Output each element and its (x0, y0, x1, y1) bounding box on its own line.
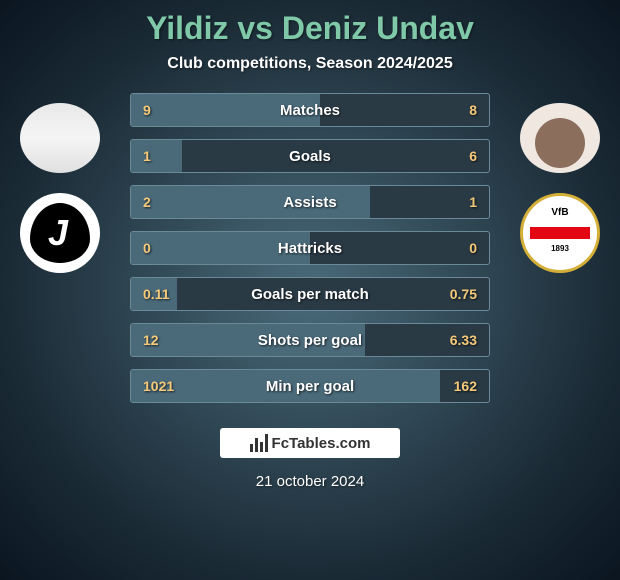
date-text: 21 october 2024 (0, 473, 620, 490)
stat-label: Assists (283, 194, 336, 211)
stat-value-right: 1 (469, 194, 477, 210)
face-placeholder-icon (535, 118, 585, 168)
stat-row: 2 Assists 1 (130, 185, 490, 219)
stat-value-right: 6 (469, 148, 477, 164)
stat-value-left: 0.11 (143, 286, 169, 302)
vfb-text-icon: VfB (530, 207, 590, 218)
vfb-year-icon: 1893 (530, 244, 590, 253)
fctables-logo[interactable]: FcTables.com (220, 428, 400, 458)
stat-value-left: 1 (143, 148, 151, 164)
stat-row: 0.11 Goals per match 0.75 (130, 277, 490, 311)
vfb-band-icon (530, 227, 590, 239)
player-right-photo (520, 103, 600, 173)
stat-value-right: 0.75 (450, 286, 477, 302)
club-left-badge: J (20, 193, 100, 273)
stat-value-left: 12 (143, 332, 159, 348)
stat-label: Goals per match (251, 286, 369, 303)
juventus-logo: J (30, 203, 90, 263)
stat-value-left: 9 (143, 102, 151, 118)
player-left-photo (20, 103, 100, 173)
stat-value-left: 2 (143, 194, 151, 210)
logo-text: FcTables.com (272, 435, 371, 452)
stat-label: Shots per goal (258, 332, 362, 349)
stat-row: 1 Goals 6 (130, 139, 490, 173)
stat-label: Min per goal (266, 378, 354, 395)
stat-value-right: 6.33 (450, 332, 477, 348)
stat-value-left: 1021 (143, 378, 174, 394)
chart-icon (250, 434, 268, 452)
vfb-logo: VfB 1893 (530, 203, 590, 263)
stat-label: Matches (280, 102, 340, 119)
stat-label: Goals (289, 148, 331, 165)
stat-row: 0 Hattricks 0 (130, 231, 490, 265)
stat-value-left: 0 (143, 240, 151, 256)
stat-row: 9 Matches 8 (130, 93, 490, 127)
club-right-badge: VfB 1893 (520, 193, 600, 273)
comparison-content: J 9 Matches 8 1 Goals 6 2 Assists 1 0 Ha… (0, 93, 620, 403)
left-column: J (10, 93, 110, 403)
page-title: Yildiz vs Deniz Undav (0, 0, 620, 47)
stat-row: 1021 Min per goal 162 (130, 369, 490, 403)
stat-row: 12 Shots per goal 6.33 (130, 323, 490, 357)
stat-value-right: 0 (469, 240, 477, 256)
stat-fill-left (131, 140, 182, 172)
juventus-j-icon: J (48, 212, 68, 254)
stats-column: 9 Matches 8 1 Goals 6 2 Assists 1 0 Hatt… (110, 93, 510, 403)
right-column: VfB 1893 (510, 93, 610, 403)
stat-value-right: 162 (454, 378, 477, 394)
stat-label: Hattricks (278, 240, 342, 257)
subtitle: Club competitions, Season 2024/2025 (0, 55, 620, 73)
stat-value-right: 8 (469, 102, 477, 118)
